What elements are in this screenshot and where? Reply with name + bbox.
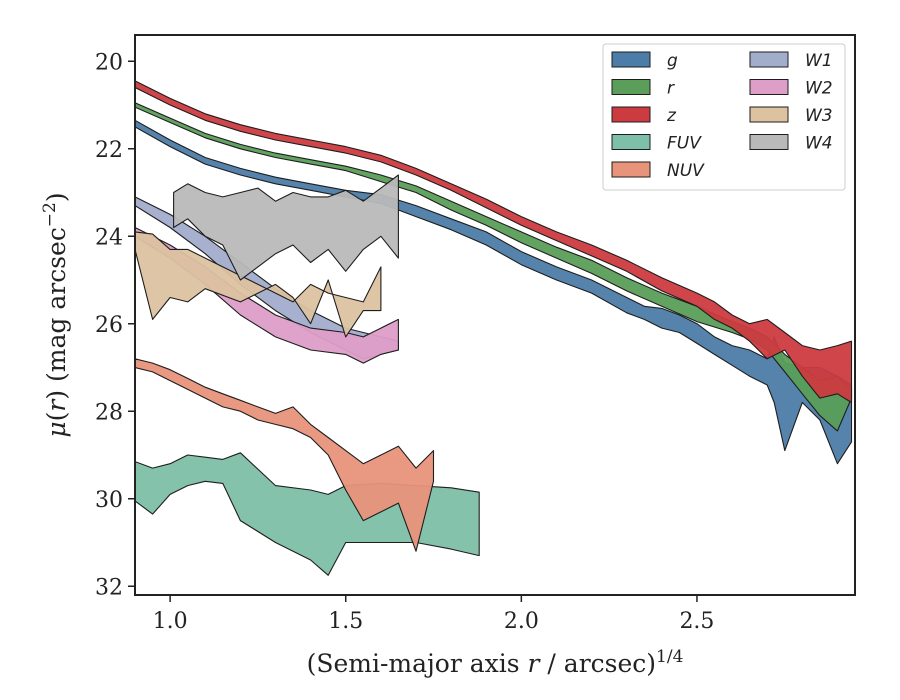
y-axis-label: μ(r) (mag arcsec−2) <box>40 192 71 437</box>
legend-swatch-w4 <box>749 134 789 150</box>
legend-label-w1: W1 <box>805 51 833 71</box>
legend-swatch-r <box>611 79 651 95</box>
y-axis: 20 22 24 26 28 30 32 <box>95 50 135 600</box>
band-w3 <box>135 231 382 338</box>
y-tick-label: 28 <box>95 400 123 425</box>
legend-label-r: r <box>667 79 675 99</box>
band-fuv <box>135 452 480 576</box>
y-tick-label: 24 <box>95 225 123 250</box>
legend-label-g: g <box>667 51 678 71</box>
legend-swatch-w2 <box>749 79 789 95</box>
x-axis-label: (Semi-major axis r / arcsec)1/4 <box>307 647 684 678</box>
legend-swatch-z <box>611 106 651 123</box>
y-tick-label: 22 <box>95 138 123 163</box>
y-tick-label: 20 <box>95 50 123 75</box>
x-axis: 1.0 1.5 2.0 2.5 <box>153 595 714 634</box>
legend-label-z: z <box>666 106 677 126</box>
x-tick-label: 1.5 <box>328 609 363 634</box>
legend-swatch-fuv <box>611 134 651 150</box>
x-tick-label: 2.0 <box>504 609 539 634</box>
x-tick-label: 1.0 <box>153 609 188 634</box>
legend-swatch-w1 <box>749 51 789 68</box>
y-tick-label: 32 <box>95 575 123 600</box>
band-nuv <box>135 358 435 552</box>
y-tick-label: 26 <box>95 313 123 338</box>
legend-label-nuv: NUV <box>667 161 705 181</box>
legend-label-fuv: FUV <box>667 134 702 154</box>
legend-label-w4: W4 <box>805 134 833 154</box>
legend: grz FUV NUV W1 W2 W3 W4 <box>602 43 846 191</box>
legend-swatch-g <box>611 51 651 68</box>
legend-swatch-nuv <box>611 161 651 178</box>
band-z <box>135 80 853 404</box>
band-layer <box>135 80 853 576</box>
band-w4 <box>173 174 399 281</box>
legend-label-w3: W3 <box>805 106 833 126</box>
plot-frame <box>134 34 856 596</box>
y-tick-label: 30 <box>95 488 123 513</box>
legend-label-w2: W2 <box>805 79 833 99</box>
x-tick-label: 2.5 <box>679 609 714 634</box>
legend-swatch-w3 <box>749 106 789 123</box>
band-g <box>135 119 853 465</box>
